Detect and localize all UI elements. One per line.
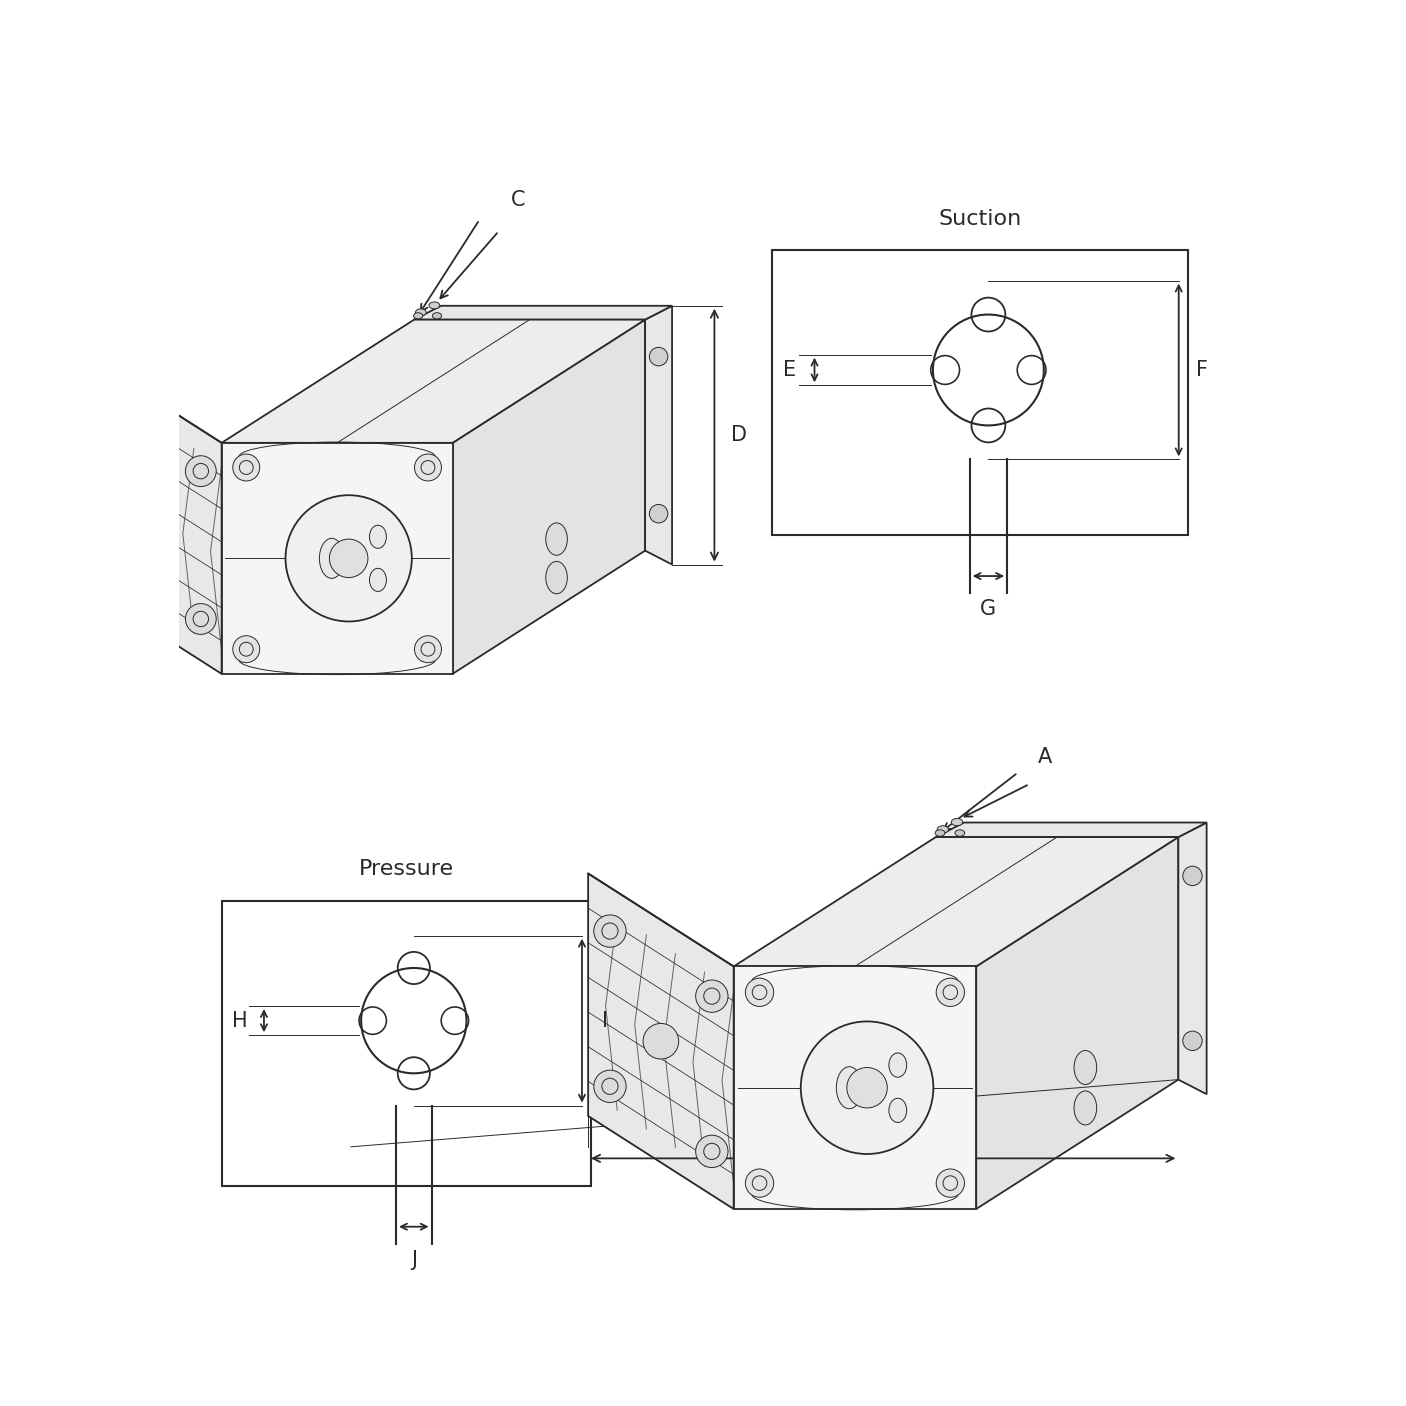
Circle shape	[801, 1021, 934, 1154]
Ellipse shape	[433, 312, 441, 319]
Text: E: E	[783, 360, 796, 380]
Circle shape	[233, 454, 260, 481]
Text: I: I	[602, 1011, 607, 1031]
Bar	[222, 901, 591, 1185]
Polygon shape	[734, 966, 976, 1209]
Ellipse shape	[938, 825, 949, 832]
Circle shape	[650, 347, 668, 366]
Ellipse shape	[1074, 1091, 1097, 1125]
Text: J: J	[411, 1250, 416, 1270]
Polygon shape	[588, 873, 734, 1209]
Polygon shape	[734, 837, 1178, 966]
Circle shape	[696, 980, 728, 1012]
Text: G: G	[980, 599, 997, 619]
Polygon shape	[936, 823, 1206, 837]
Polygon shape	[415, 305, 672, 319]
Polygon shape	[645, 305, 672, 564]
Ellipse shape	[1074, 1050, 1097, 1084]
Ellipse shape	[413, 312, 423, 319]
Text: F: F	[1197, 360, 1208, 380]
Ellipse shape	[889, 1098, 907, 1122]
Ellipse shape	[952, 818, 963, 825]
Ellipse shape	[955, 830, 965, 837]
Circle shape	[233, 636, 260, 662]
Circle shape	[593, 915, 626, 948]
Text: Pressure: Pressure	[359, 859, 454, 879]
Ellipse shape	[546, 561, 568, 593]
Circle shape	[89, 394, 120, 425]
Circle shape	[415, 454, 441, 481]
Text: C: C	[510, 190, 526, 211]
Text: Suction: Suction	[938, 208, 1022, 229]
Circle shape	[696, 1135, 728, 1167]
Ellipse shape	[889, 1053, 907, 1077]
Circle shape	[186, 456, 217, 486]
Ellipse shape	[370, 526, 387, 548]
Polygon shape	[222, 443, 453, 673]
Circle shape	[1182, 866, 1202, 886]
Polygon shape	[222, 319, 645, 443]
Circle shape	[643, 1024, 679, 1059]
Circle shape	[415, 636, 441, 662]
Polygon shape	[1178, 823, 1206, 1094]
Ellipse shape	[837, 1067, 862, 1109]
Circle shape	[745, 1168, 773, 1198]
Text: H: H	[232, 1011, 247, 1031]
Polygon shape	[453, 319, 645, 673]
Ellipse shape	[935, 830, 945, 837]
Circle shape	[593, 1070, 626, 1102]
Ellipse shape	[546, 523, 568, 555]
Circle shape	[1182, 1031, 1202, 1050]
Circle shape	[745, 979, 773, 1007]
Circle shape	[650, 505, 668, 523]
Text: A: A	[1038, 747, 1052, 768]
Circle shape	[89, 541, 120, 572]
Circle shape	[936, 1168, 965, 1198]
Circle shape	[936, 979, 965, 1007]
Ellipse shape	[429, 302, 440, 309]
Ellipse shape	[370, 568, 387, 592]
Circle shape	[846, 1067, 887, 1108]
Circle shape	[135, 498, 169, 531]
Ellipse shape	[319, 538, 344, 578]
Polygon shape	[83, 354, 222, 673]
Circle shape	[285, 495, 412, 621]
Bar	[772, 250, 1188, 536]
Text: B: B	[876, 1182, 890, 1204]
Circle shape	[329, 538, 368, 578]
Polygon shape	[976, 837, 1178, 1209]
Ellipse shape	[415, 309, 426, 316]
Text: D: D	[731, 425, 747, 446]
Circle shape	[186, 603, 217, 634]
